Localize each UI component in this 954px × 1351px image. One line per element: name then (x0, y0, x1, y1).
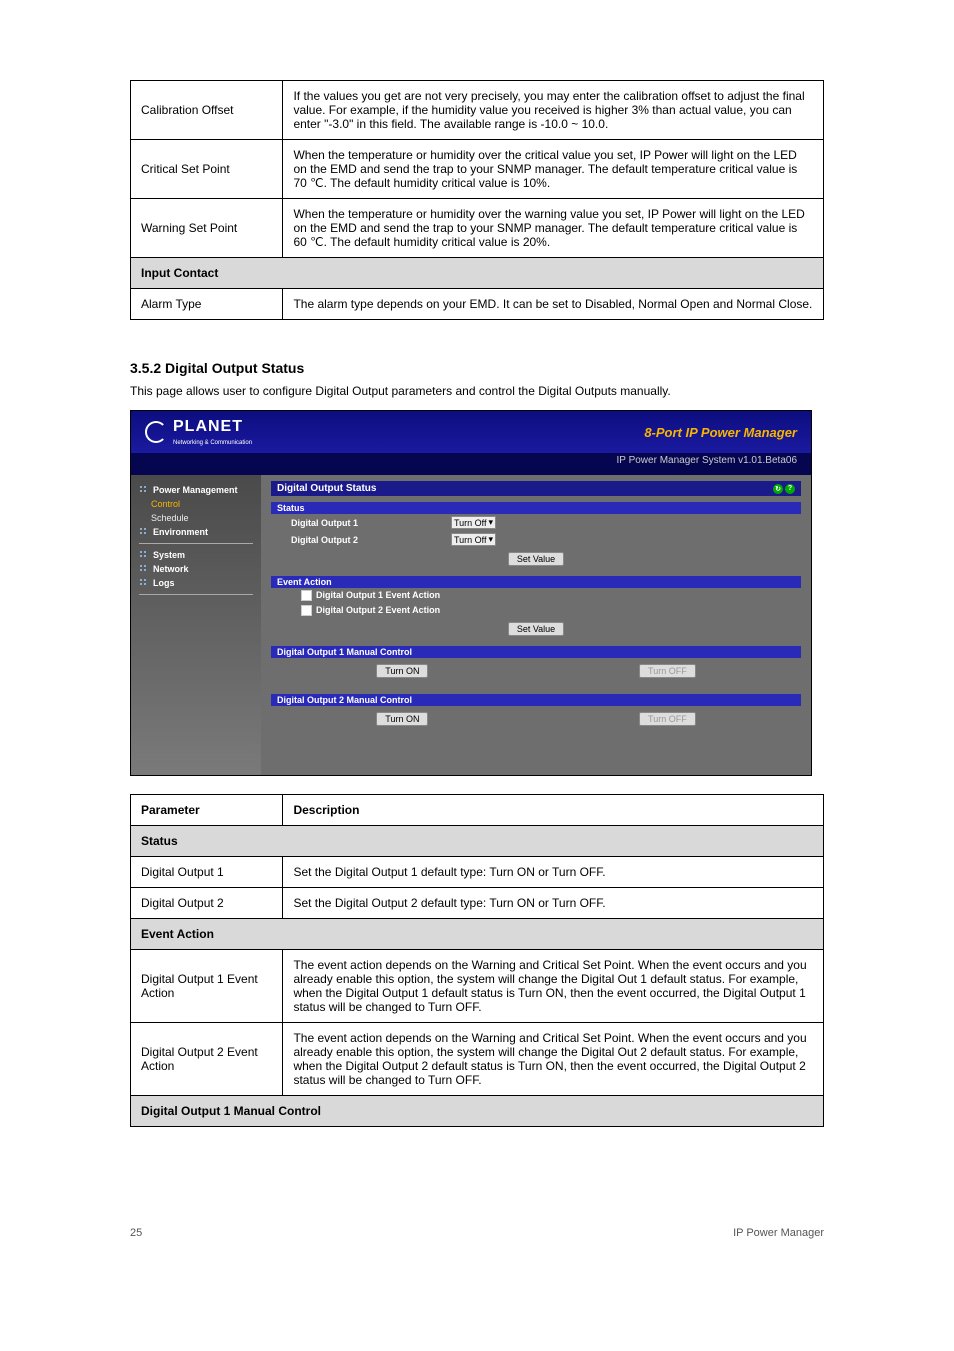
manual1-off-button[interactable]: Turn OFF (639, 664, 696, 678)
param-cell: Calibration Offset (131, 81, 283, 140)
version-text: IP Power Manager System v1.01.Beta06 (617, 455, 797, 466)
do1-label: Digital Output 1 (291, 518, 411, 528)
param-table-1: Calibration OffsetIf the values you get … (130, 80, 824, 320)
param-cell: Alarm Type (131, 289, 283, 320)
manual2-bar: Digital Output 2 Manual Control (271, 694, 801, 706)
brand-logo: PLANET Networking & Communication (145, 418, 252, 447)
sidebar-item[interactable]: System (131, 548, 261, 562)
do2-label: Digital Output 2 (291, 535, 411, 545)
menu-icon (139, 578, 149, 588)
sidebar: Power ManagementControlScheduleEnvironme… (131, 475, 261, 775)
menu-icon (139, 550, 149, 560)
event1-checkbox[interactable] (301, 590, 312, 601)
app-title: 8-Port IP Power Manager (644, 425, 797, 440)
refresh-icon[interactable]: ↻ (773, 484, 783, 494)
table-header: Parameter (131, 795, 283, 826)
desc-cell: Set the Digital Output 1 default type: T… (283, 857, 824, 888)
help-icon[interactable]: ? (785, 484, 795, 494)
desc-cell: When the temperature or humidity over th… (283, 199, 824, 258)
do1-select[interactable]: Turn Off ▾ (451, 516, 496, 529)
brand-sub: Networking & Communication (173, 440, 252, 446)
status-bar: Status (271, 502, 801, 514)
table-section-header: Digital Output 1 Manual Control (131, 1096, 824, 1127)
param-cell: Digital Output 2 Event Action (131, 1023, 283, 1096)
logo-icon (145, 421, 167, 443)
menu-icon (139, 564, 149, 574)
page-footer: 25 IP Power Manager (0, 1207, 954, 1259)
manual1-bar: Digital Output 1 Manual Control (271, 646, 801, 658)
table-section-header: Event Action (131, 919, 824, 950)
param-cell: Warning Set Point (131, 199, 283, 258)
section-title: 3.5.2 Digital Output Status (130, 360, 824, 376)
do2-select[interactable]: Turn Off ▾ (451, 533, 496, 546)
param-cell: Critical Set Point (131, 140, 283, 199)
event2-checkbox[interactable] (301, 605, 312, 616)
param-table-2: ParameterDescriptionStatusDigital Output… (130, 794, 824, 1127)
desc-cell: If the values you get are not very preci… (283, 81, 824, 140)
status-set-button[interactable]: Set Value (508, 552, 564, 566)
panel-title: Digital Output Status ↻ ? (271, 481, 801, 496)
menu-icon (139, 485, 149, 495)
footer-title: IP Power Manager (733, 1227, 824, 1239)
sidebar-item[interactable]: Power Management (131, 483, 261, 497)
desc-cell: The event action depends on the Warning … (283, 950, 824, 1023)
section-desc: This page allows user to configure Digit… (130, 384, 824, 398)
desc-cell: When the temperature or humidity over th… (283, 140, 824, 199)
screenshot: PLANET Networking & Communication 8-Port… (130, 410, 812, 776)
brand-text: PLANET (173, 418, 243, 435)
sidebar-item[interactable]: Logs (131, 576, 261, 590)
param-cell: Digital Output 1 (131, 857, 283, 888)
sidebar-item[interactable]: Network (131, 562, 261, 576)
sidebar-sub-item[interactable]: Control (131, 497, 261, 511)
sidebar-sub-item[interactable]: Schedule (131, 511, 261, 525)
param-cell: Digital Output 1 Event Action (131, 950, 283, 1023)
desc-cell: Set the Digital Output 2 default type: T… (283, 888, 824, 919)
manual2-off-button[interactable]: Turn OFF (639, 712, 696, 726)
table-header: Description (283, 795, 824, 826)
desc-cell: The alarm type depends on your EMD. It c… (283, 289, 824, 320)
desc-cell: The event action depends on the Warning … (283, 1023, 824, 1096)
sidebar-item[interactable]: Environment (131, 525, 261, 539)
table-section-header: Input Contact (131, 258, 824, 289)
param-cell: Digital Output 2 (131, 888, 283, 919)
menu-icon (139, 527, 149, 537)
event-bar: Event Action (271, 576, 801, 588)
manual1-on-button[interactable]: Turn ON (376, 664, 428, 678)
manual2-on-button[interactable]: Turn ON (376, 712, 428, 726)
table-section-header: Status (131, 826, 824, 857)
page-number: 25 (130, 1227, 142, 1239)
event-set-button[interactable]: Set Value (508, 622, 564, 636)
